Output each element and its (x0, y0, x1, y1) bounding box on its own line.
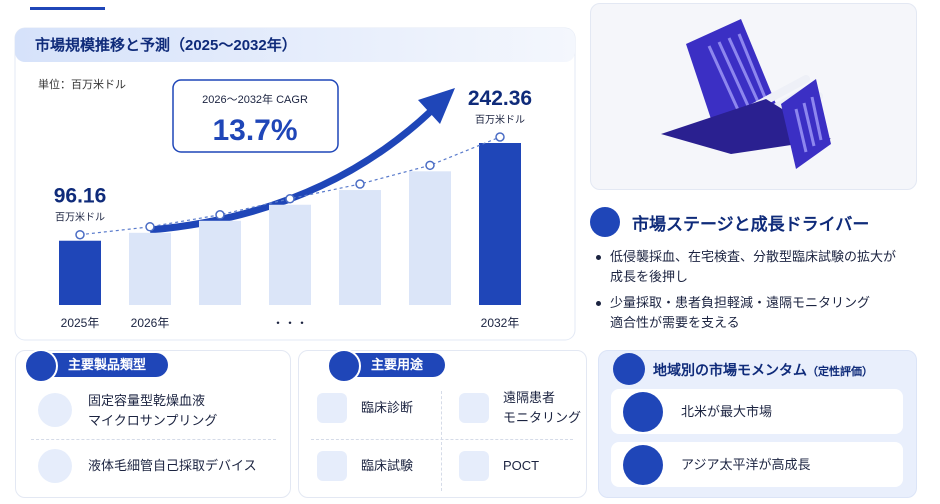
products-card: 主要製品類型 固定容量型乾燥血液 マイクロサンプリング 液体毛細管自己採取デバイ… (15, 349, 291, 498)
regional-card: 地域別の市場モメンタム（定性評価） 北米が最大市場 アジア太平洋が高成長 (598, 350, 917, 498)
x-tick-label: 2026年 (131, 316, 170, 330)
value-label: 242.36 (468, 87, 532, 110)
region-item: 北米が最大市場 (681, 404, 773, 419)
bar (339, 190, 381, 305)
na-globe (623, 392, 663, 432)
value-label: 96.16 (54, 185, 107, 208)
products-title: 主要製品類型 (68, 357, 147, 372)
product-item: 固定容量型乾燥血液 マイクロサンプリング (88, 393, 218, 428)
application-item: 遠隔患者 モニタリング (503, 390, 582, 425)
bar (199, 220, 241, 305)
chart: 市場規模推移と予測（2025〜2032年） 単位：百万米ドル 2026〜2032… (14, 27, 576, 341)
product-item: 液体毛細管自己採取デバイス (88, 458, 257, 473)
stage-icon (590, 207, 620, 237)
products-pill: 主要製品類型 (24, 349, 169, 383)
application-item: 臨床試験 (361, 458, 414, 473)
divider (441, 391, 442, 491)
trend-point (495, 132, 505, 142)
cagr-value: 13.7% (212, 114, 297, 147)
regional-heading: 地域別の市場モメンタム（定性評価） (653, 360, 873, 380)
regional-title: 地域別の市場モメンタム (653, 362, 807, 378)
bar (129, 232, 171, 305)
applications-pill: 主要用途 (327, 349, 446, 383)
unit-label: 単位：百万米ドル (38, 77, 126, 91)
x-tick-label: 2032年 (481, 316, 520, 330)
stage-title: 市場ステージと成長ドライバー (632, 215, 870, 234)
bar (409, 171, 451, 305)
region-item: アジア太平洋が高成長 (681, 457, 811, 472)
tube-icon (38, 449, 72, 483)
bar (59, 240, 101, 305)
product-image (661, 19, 831, 169)
trend-point (75, 229, 85, 240)
poct-icon (459, 451, 489, 481)
chart-header (15, 28, 575, 62)
application-item: POCT (503, 458, 540, 473)
drop-icon (38, 393, 72, 427)
growth-arrow (149, 109, 433, 234)
value-unit: 百万米ドル (475, 113, 525, 126)
chart-title: 市場規模推移と予測（2025〜2032年） (35, 36, 297, 54)
divider (311, 439, 573, 440)
applications-card: 主要用途 臨床診断 遠隔患者 モニタリング 臨床試験 POCT (298, 349, 587, 498)
applications-title: 主要用途 (371, 357, 424, 372)
asia-globe (623, 445, 663, 485)
product-image-card (590, 3, 917, 190)
cagr-box (172, 79, 339, 153)
globe-icon (613, 353, 645, 385)
bar (269, 204, 311, 305)
stage-bullet: 少量採取・患者負担軽減・遠隔モニタリング 適合性が需要を支える (596, 293, 870, 333)
application-item: 臨床診断 (361, 400, 414, 415)
trend-point (145, 222, 155, 232)
accent-line (30, 7, 105, 10)
trend-point (285, 193, 295, 204)
home-icon (459, 393, 489, 423)
value-unit: 百万米ドル (55, 211, 105, 224)
clinic-icon (317, 393, 347, 423)
x-tick-label: 2025年 (61, 316, 100, 330)
x-tick-label: ・・・ (272, 316, 308, 330)
arrow-head (418, 88, 455, 124)
trend-point (355, 179, 365, 189)
cagr-label: 2026〜2032年 CAGR (202, 92, 308, 106)
stage-bullet: 低侵襲採血、在宅検査、分散型臨床試験の拡大が 成長を後押し (596, 247, 896, 287)
trial-icon (317, 451, 347, 481)
bar (479, 143, 521, 305)
trend-point (215, 210, 225, 220)
divider (31, 439, 276, 440)
regional-note: （定性評価） (807, 366, 873, 378)
trend-point (425, 160, 435, 171)
